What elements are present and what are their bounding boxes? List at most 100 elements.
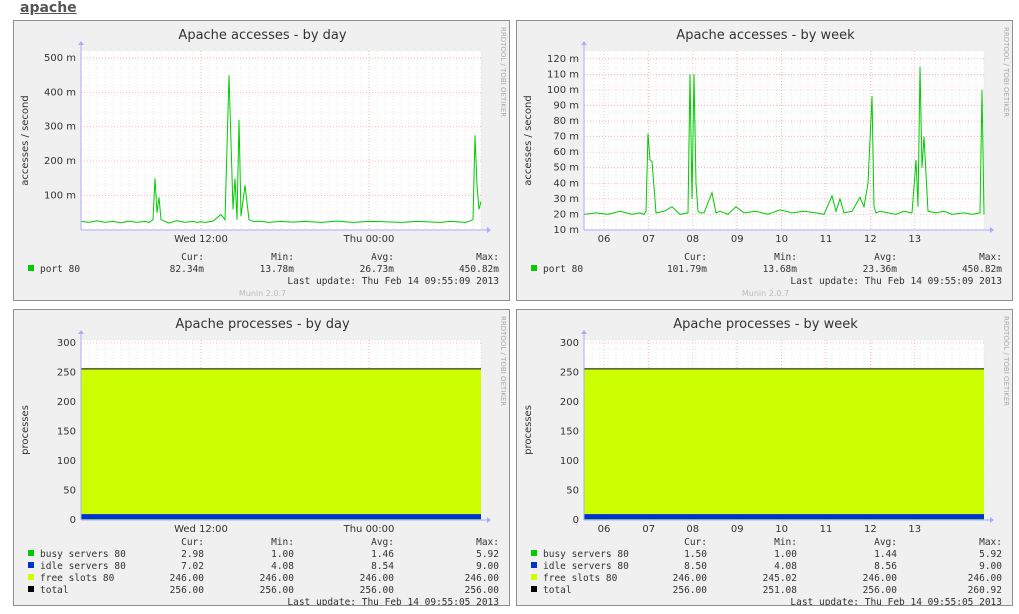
y-tick-label: 50 <box>63 485 76 496</box>
stats-header: Max: <box>476 252 499 263</box>
legend-swatch <box>28 586 34 592</box>
stat-cur: 246.00 <box>170 573 205 584</box>
rrdtool-watermark: RRDTOOL / TOBI OETIKER <box>499 27 507 117</box>
x-tick-label: 09 <box>731 524 744 535</box>
y-tick-label: 300 <box>57 338 76 349</box>
y-axis-arrow <box>78 41 84 45</box>
x-axis-arrow <box>990 517 994 523</box>
stat-cur: 256.00 <box>673 585 708 596</box>
series-line-port-80 <box>583 66 985 216</box>
y-tick-label: 250 <box>560 367 579 378</box>
legend-label: total <box>40 585 69 596</box>
stat-max: 450.82m <box>459 264 499 275</box>
legend-swatch <box>28 265 34 271</box>
plot-area <box>81 51 481 230</box>
x-tick-label: 13 <box>908 234 921 245</box>
last-update: Last update: Thu Feb 14 09:55:05 2013 <box>287 597 499 606</box>
stat-cur: 7.02 <box>181 561 204 572</box>
x-tick-label: 06 <box>598 524 611 535</box>
stat-avg: 256.00 <box>360 585 395 596</box>
stats-header: Min: <box>774 537 797 548</box>
y-tick-label: 60 m <box>553 147 579 158</box>
x-tick-label: 07 <box>642 524 655 535</box>
stat-min: 256.00 <box>260 585 295 596</box>
graph-apache-accesses-week[interactable]: Apache accesses - by week RRDTOOL / TOBI … <box>516 20 1013 301</box>
legend-label: busy servers 80 <box>543 549 629 560</box>
x-tick-label: Thu 00:00 <box>343 524 395 535</box>
area-free-slots <box>584 368 984 515</box>
x-tick-label: 07 <box>642 234 655 245</box>
x-tick-label: 12 <box>864 524 877 535</box>
legend-swatch <box>531 562 537 568</box>
legend-swatch <box>28 574 34 580</box>
legend-swatch <box>531 574 537 580</box>
y-axis-arrow <box>78 330 84 334</box>
stat-max: 260.92 <box>968 585 1002 596</box>
rrdtool-watermark: RRDTOOL / TOBI OETIKER <box>1002 27 1010 117</box>
stat-avg: 256.00 <box>863 585 898 596</box>
last-update: Last update: Thu Feb 14 09:55:05 2013 <box>790 597 1002 606</box>
stat-max: 450.82m <box>962 264 1002 275</box>
y-tick-label: 300 m <box>44 122 76 133</box>
x-tick-label: 10 <box>775 234 788 245</box>
chart-title: Apache accesses - by day <box>178 28 346 43</box>
stats-header: Avg: <box>371 252 394 263</box>
area-idle-servers <box>81 514 481 520</box>
stat-cur: 256.00 <box>170 585 205 596</box>
legend-label: port 80 <box>543 264 583 275</box>
y-tick-label: 100 m <box>44 191 76 202</box>
x-tick-label: 08 <box>686 234 699 245</box>
y-tick-label: 40 m <box>553 178 579 189</box>
stat-min: 246.00 <box>260 573 295 584</box>
series-line-port-80 <box>80 75 482 224</box>
y-tick-label: 400 m <box>44 87 76 98</box>
stat-min: 4.08 <box>774 561 797 572</box>
stat-max: 9.00 <box>476 561 499 572</box>
stat-cur: 82.34m <box>170 264 205 275</box>
y-axis-label: accesses / second <box>523 95 534 185</box>
y-tick-label: 200 <box>57 397 76 408</box>
stat-max: 5.92 <box>476 549 499 560</box>
legend-label: free slots 80 <box>40 573 115 584</box>
stats-header: Min: <box>271 252 294 263</box>
y-tick-label: 120 m <box>547 54 579 65</box>
munin-version-footer: Munin 2.0.7 <box>239 289 286 298</box>
rrdtool-watermark: RRDTOOL / TOBI OETIKER <box>499 316 507 406</box>
y-tick-label: 100 m <box>547 85 579 96</box>
y-tick-label: 150 <box>560 426 579 437</box>
x-tick-label: 11 <box>820 524 833 535</box>
x-tick-label: 12 <box>864 234 877 245</box>
y-axis-arrow <box>581 330 587 334</box>
stats-header: Cur: <box>684 252 707 263</box>
y-tick-label: 200 <box>560 397 579 408</box>
legend-label: free slots 80 <box>543 573 618 584</box>
graph-apache-accesses-day[interactable]: Apache accesses - by day RRDTOOL / TOBI O… <box>13 20 510 301</box>
stat-min: 13.68m <box>763 264 798 275</box>
stat-avg: 8.54 <box>371 561 394 572</box>
chart-svg: Apache processes - by day RRDTOOL / TOBI … <box>20 316 507 606</box>
x-tick-label: 11 <box>820 234 833 245</box>
y-tick-label: 0 <box>70 515 76 526</box>
stat-min: 1.00 <box>271 549 294 560</box>
stat-cur: 246.00 <box>673 573 708 584</box>
stat-avg: 1.44 <box>874 549 897 560</box>
chart-svg: Apache processes - by week RRDTOOL / TOBI… <box>523 316 1010 606</box>
chart-title: Apache processes - by week <box>673 317 858 332</box>
legend-label: port 80 <box>40 264 80 275</box>
last-update: Last update: Thu Feb 14 09:55:09 2013 <box>287 276 499 287</box>
stat-avg: 8.56 <box>874 561 897 572</box>
legend-swatch <box>531 265 537 271</box>
graph-apache-processes-day[interactable]: Apache processes - by day RRDTOOL / TOBI … <box>13 309 510 606</box>
stats-header: Avg: <box>874 537 897 548</box>
stat-max: 246.00 <box>968 573 1003 584</box>
x-tick-label: 08 <box>686 524 699 535</box>
chart-title: Apache accesses - by week <box>676 28 855 43</box>
y-tick-label: 250 <box>57 367 76 378</box>
stats-header: Avg: <box>874 252 897 263</box>
section-title-link[interactable]: apache <box>20 0 77 16</box>
stats-header: Cur: <box>684 537 707 548</box>
stat-min: 245.02 <box>763 573 797 584</box>
y-tick-label: 50 m <box>553 163 579 174</box>
stat-max: 9.00 <box>979 561 1002 572</box>
graph-apache-processes-week[interactable]: Apache processes - by week RRDTOOL / TOBI… <box>516 309 1013 606</box>
